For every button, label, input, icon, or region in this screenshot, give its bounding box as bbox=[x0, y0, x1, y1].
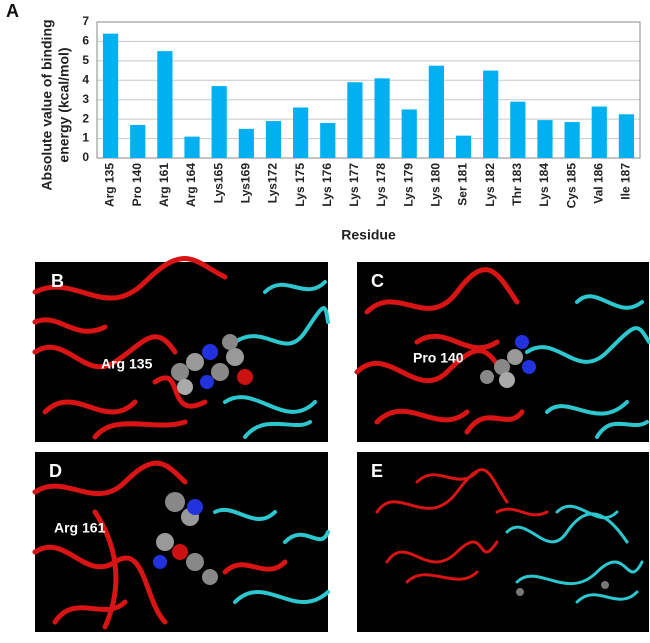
y-tick-label: 2 bbox=[82, 111, 89, 125]
x-tick-label: Lys 176 bbox=[320, 163, 334, 207]
panel-label: E bbox=[371, 461, 383, 481]
panel-d: D Arg 161 bbox=[32, 452, 330, 632]
bar bbox=[374, 78, 390, 158]
protein-ribbon bbox=[213, 508, 330, 604]
bar bbox=[537, 120, 553, 158]
panel-label: D bbox=[49, 461, 62, 481]
bar bbox=[564, 122, 580, 158]
panel-c: C Pro 140 bbox=[354, 262, 650, 442]
panel-label: A bbox=[6, 1, 19, 21]
protein-ribbon bbox=[505, 504, 644, 604]
y-tick-label: 7 bbox=[82, 14, 89, 28]
bar bbox=[184, 136, 200, 158]
bar bbox=[293, 107, 309, 158]
bar bbox=[428, 65, 444, 158]
x-tick-label: Lys 178 bbox=[374, 163, 388, 207]
x-tick-label: Lys 175 bbox=[293, 163, 307, 207]
residue-spheres bbox=[171, 334, 253, 395]
y-tick-label: 6 bbox=[82, 34, 89, 48]
bar bbox=[130, 124, 146, 158]
x-tick-label: Lys 182 bbox=[483, 163, 497, 207]
x-tick-label: Lys 180 bbox=[429, 163, 443, 207]
y-tick-label: 3 bbox=[82, 92, 89, 106]
x-axis-label: Residue bbox=[341, 227, 396, 243]
residue-label: Arg 135 bbox=[101, 356, 153, 372]
bar bbox=[157, 51, 173, 159]
bar bbox=[618, 114, 635, 158]
bar-chart: 0 1 2 3 4 5 6 7 Arg 135 Pro 140 Arg 161 Arg 164 Lys1… bbox=[39, 14, 641, 243]
x-tick-label: Thr 183 bbox=[510, 163, 524, 206]
residue-spheres bbox=[153, 492, 218, 585]
bar bbox=[265, 121, 282, 158]
bar bbox=[238, 128, 254, 158]
panel-label: C bbox=[371, 271, 384, 291]
x-tick-label: Lys172 bbox=[266, 163, 280, 204]
bar bbox=[401, 109, 417, 158]
protein-ribbon bbox=[354, 267, 525, 435]
x-tick-label: Arg 135 bbox=[103, 163, 117, 207]
x-tick-label: Lys169 bbox=[238, 163, 252, 204]
panel-b: B Arg 135 bbox=[32, 256, 330, 442]
protein-ribbon bbox=[525, 294, 650, 439]
bar bbox=[483, 70, 499, 158]
protein-ribbon bbox=[32, 256, 228, 440]
protein-ribbon bbox=[223, 280, 330, 439]
panel-background bbox=[357, 452, 649, 632]
x-tick-label: Cys 185 bbox=[564, 163, 578, 209]
protein-ribbon bbox=[32, 460, 288, 630]
y-tick-label: 0 bbox=[82, 150, 89, 164]
panel-label: B bbox=[51, 271, 64, 291]
x-tick-label: Ser 181 bbox=[456, 163, 470, 206]
x-tick-label: Lys165 bbox=[211, 163, 225, 204]
residue-spheres bbox=[480, 335, 536, 388]
x-tick-label: Pro 140 bbox=[130, 163, 144, 207]
bar bbox=[102, 33, 119, 158]
y-tick-label: 4 bbox=[82, 72, 89, 86]
x-tick-label: Lys 179 bbox=[401, 163, 415, 207]
x-tick-label: Ile 187 bbox=[619, 163, 633, 200]
bar bbox=[347, 82, 363, 158]
x-tick-label: Lys 184 bbox=[537, 163, 551, 207]
plot-frame bbox=[96, 21, 641, 159]
residue-label: Pro 140 bbox=[413, 350, 464, 366]
x-tick-label: Arg 161 bbox=[157, 163, 171, 207]
y-axis-label: Absolute value of binding bbox=[39, 19, 55, 190]
bar bbox=[211, 86, 227, 158]
bar bbox=[510, 101, 526, 158]
y-tick-label: 1 bbox=[82, 131, 89, 145]
residue-spheres bbox=[601, 581, 609, 589]
residue-spheres bbox=[516, 588, 524, 596]
x-tick-label: Lys 177 bbox=[347, 163, 361, 207]
y-tick-label: 5 bbox=[82, 53, 89, 67]
residue-label: Arg 161 bbox=[54, 520, 106, 536]
bar bbox=[455, 135, 472, 158]
bar bbox=[591, 106, 607, 158]
bar bbox=[320, 123, 336, 158]
x-tick-label: Val 186 bbox=[591, 163, 605, 204]
y-axis-label: energy (kcal/mol) bbox=[56, 47, 72, 162]
panel-e: E bbox=[357, 452, 649, 632]
protein-ribbon bbox=[375, 468, 549, 584]
x-tick-label: Arg 164 bbox=[184, 163, 198, 207]
